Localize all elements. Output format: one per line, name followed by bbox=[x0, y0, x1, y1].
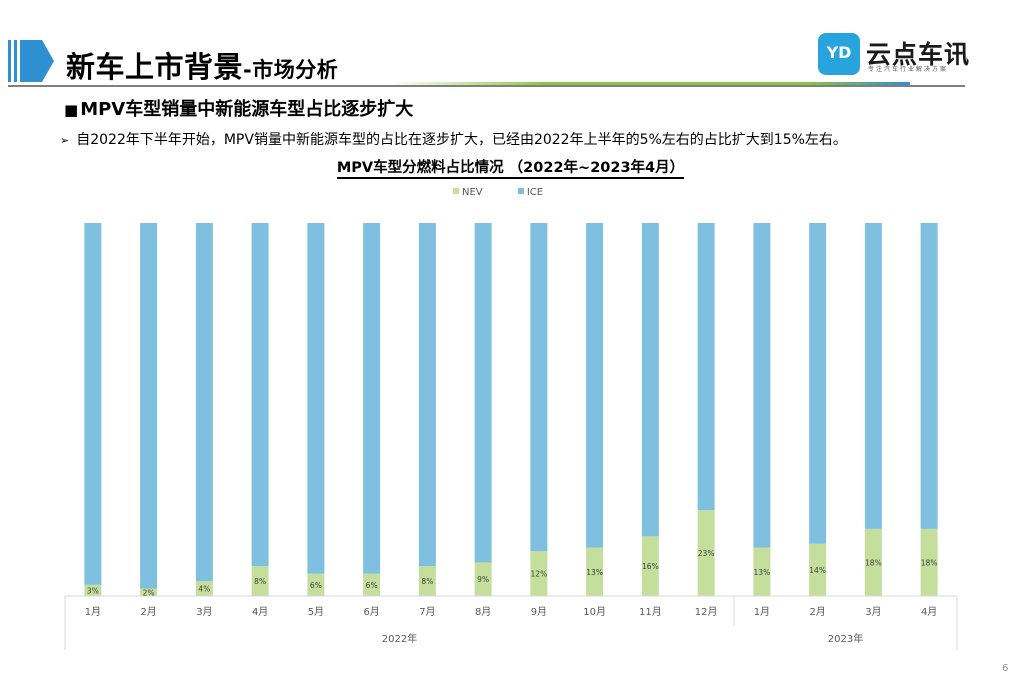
section-heading-text: MPV车型销量中新能源车型占比逐步扩大 bbox=[80, 99, 414, 120]
x-tick-label-8: 8月 bbox=[475, 606, 491, 618]
square-bullet-icon: ■ bbox=[64, 101, 79, 119]
bar-ice-8 bbox=[474, 223, 492, 563]
legend-item-nev: NEV bbox=[453, 187, 483, 198]
title-divider bbox=[8, 85, 965, 87]
x-tick-label-7: 7月 bbox=[419, 606, 435, 618]
bar-nev-16 bbox=[920, 528, 938, 596]
data-label-nev-2: 2% bbox=[143, 588, 155, 597]
x-group-label-1: 2022年 bbox=[382, 632, 417, 645]
bar-nev-8 bbox=[474, 562, 492, 596]
data-label-nev-10: 13% bbox=[586, 568, 603, 577]
page-number: 6 bbox=[1002, 663, 1009, 674]
bar-ice-2 bbox=[140, 223, 158, 589]
bar-ice-12 bbox=[697, 223, 715, 511]
data-label-nev-12: 23% bbox=[698, 549, 715, 558]
bullet-point: ➢ 自2022年下半年开始，MPV销量中新能源车型的占比在逐步扩大，已经由2022… bbox=[60, 129, 847, 149]
x-tick-label-9: 9月 bbox=[531, 606, 547, 618]
title-marker-bar-1 bbox=[8, 40, 11, 82]
legend-swatch-ice bbox=[517, 188, 524, 194]
x-tick-label-11: 11月 bbox=[639, 606, 662, 618]
x-tick-label-3: 3月 bbox=[196, 606, 212, 618]
page-title-main: 新车上市背景 bbox=[66, 50, 244, 84]
chart-legend: NEV ICE bbox=[453, 187, 575, 198]
bar-ice-10 bbox=[586, 223, 604, 548]
x-tick-label-14: 2月 bbox=[809, 606, 825, 618]
bar-ice-4 bbox=[251, 223, 269, 567]
bar-ice-14 bbox=[809, 223, 827, 544]
bar-nev-13 bbox=[753, 547, 771, 596]
x-group-label-2: 2023年 bbox=[828, 632, 863, 645]
bar-nev-7 bbox=[418, 566, 436, 596]
bar-nev-4 bbox=[251, 566, 269, 596]
logo-mark-icon: YD bbox=[818, 33, 860, 75]
bar-nev-5 bbox=[307, 573, 325, 596]
data-label-nev-3: 4% bbox=[198, 585, 210, 594]
data-label-nev-4: 8% bbox=[254, 577, 266, 586]
bar-nev-10 bbox=[586, 547, 604, 596]
x-tick-label-1: 1月 bbox=[85, 606, 101, 618]
bar-ice-15 bbox=[864, 223, 882, 529]
data-label-nev-9: 12% bbox=[531, 570, 548, 579]
data-label-nev-15: 18% bbox=[865, 558, 882, 567]
bar-ice-9 bbox=[530, 223, 548, 552]
bar-ice-13 bbox=[753, 223, 771, 548]
bar-ice-6 bbox=[363, 223, 381, 574]
x-tick-label-10: 10月 bbox=[583, 606, 606, 618]
bar-nev-9 bbox=[530, 551, 548, 596]
x-tick-label-15: 3月 bbox=[865, 606, 881, 618]
bar-nev-14 bbox=[809, 543, 827, 596]
data-label-nev-7: 8% bbox=[421, 577, 433, 586]
bar-nev-12 bbox=[697, 510, 715, 596]
legend-item-ice: ICE bbox=[517, 187, 544, 198]
data-label-nev-5: 6% bbox=[310, 581, 322, 590]
logo-mark-text: YD bbox=[826, 43, 852, 62]
logo-slogan: 专注汽车行业解决方案 bbox=[868, 66, 949, 73]
bar-ice-7 bbox=[418, 223, 436, 567]
legend-swatch-nev bbox=[453, 188, 459, 194]
bar-ice-11 bbox=[641, 223, 659, 537]
bullet-text: 自2022年下半年开始，MPV销量中新能源车型的占比在逐步扩大，已经由2022年… bbox=[76, 132, 847, 148]
section-heading: ■ MPV车型销量中新能源车型占比逐步扩大 bbox=[64, 95, 413, 121]
title-marker-bar-2 bbox=[14, 40, 17, 82]
data-label-nev-6: 6% bbox=[366, 581, 378, 590]
x-tick-label-13: 1月 bbox=[754, 606, 770, 618]
data-label-nev-11: 16% bbox=[642, 562, 659, 571]
bar-nev-2 bbox=[140, 588, 158, 596]
x-tick-label-5: 5月 bbox=[308, 606, 324, 618]
bar-nev-1 bbox=[84, 584, 102, 596]
x-tick-label-2: 2月 bbox=[140, 606, 156, 618]
x-tick-label-6: 6月 bbox=[363, 606, 379, 618]
title-marker-icon bbox=[8, 40, 54, 82]
data-label-nev-1: 3% bbox=[87, 586, 99, 595]
bar-ice-1 bbox=[84, 223, 102, 585]
legend-label-nev: NEV bbox=[462, 187, 483, 198]
bar-ice-16 bbox=[920, 223, 938, 529]
data-label-nev-8: 9% bbox=[477, 575, 489, 584]
page-title-sub: -市场分析 bbox=[243, 58, 339, 82]
page-title: 新车上市背景-市场分析 bbox=[66, 44, 338, 86]
bar-ice-3 bbox=[195, 223, 213, 582]
bar-nev-6 bbox=[363, 573, 381, 596]
bar-nev-15 bbox=[864, 528, 882, 596]
data-label-nev-16: 18% bbox=[921, 558, 938, 567]
title-divider-accent bbox=[390, 82, 910, 85]
chart-title: MPV车型分燃料占比情况 （2022年~2023年4月） bbox=[0, 156, 1021, 179]
data-label-nev-14: 14% bbox=[809, 566, 826, 575]
x-tick-label-12: 12月 bbox=[695, 606, 718, 618]
title-marker-chevron bbox=[20, 40, 54, 82]
bar-ice-5 bbox=[307, 223, 325, 574]
chart-title-text: MPV车型分燃料占比情况 （2022年~2023年4月） bbox=[336, 160, 685, 179]
brand-logo: YD 云点车讯 专注汽车行业解决方案 bbox=[818, 33, 971, 81]
legend-label-ice: ICE bbox=[526, 187, 544, 198]
logo-name: 云点车讯 bbox=[866, 40, 971, 69]
x-tick-label-4: 4月 bbox=[252, 606, 268, 618]
bar-nev-11 bbox=[641, 536, 659, 596]
bar-nev-3 bbox=[195, 581, 213, 596]
data-label-nev-13: 13% bbox=[754, 568, 771, 577]
arrow-bullet-icon: ➢ bbox=[60, 134, 70, 147]
x-tick-label-16: 4月 bbox=[921, 606, 937, 618]
